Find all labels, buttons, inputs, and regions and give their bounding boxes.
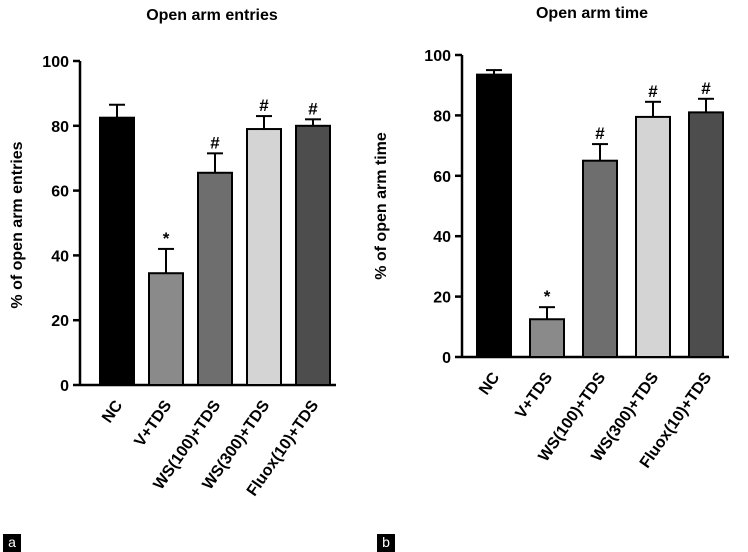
chart-title: Open arm time bbox=[536, 5, 648, 22]
x-category-label: V+TDS bbox=[132, 397, 176, 450]
x-category-label: V+TDS bbox=[513, 369, 557, 422]
bar-4 bbox=[246, 128, 282, 386]
bar-5 bbox=[295, 124, 331, 387]
x-category-label: NC bbox=[99, 397, 126, 426]
y-tick-label: 60 bbox=[51, 184, 69, 201]
bar-5 bbox=[688, 111, 724, 358]
chart-title: Open arm entries bbox=[146, 7, 278, 24]
y-tick-label: 20 bbox=[433, 290, 451, 307]
significance-marker: # bbox=[701, 79, 711, 98]
panel-label-a: a bbox=[3, 534, 21, 552]
y-axis-label: % of open arm entries bbox=[9, 141, 26, 308]
y-tick-label: 100 bbox=[424, 48, 451, 65]
significance-marker: # bbox=[648, 82, 658, 101]
y-tick-label: 0 bbox=[442, 350, 451, 367]
bar-2 bbox=[529, 318, 565, 358]
significance-marker: * bbox=[544, 287, 551, 306]
bar-3 bbox=[197, 171, 233, 386]
y-tick-label: 80 bbox=[433, 108, 451, 125]
y-tick-label: 80 bbox=[51, 119, 69, 136]
y-tick-label: 60 bbox=[433, 169, 451, 186]
bar-2 bbox=[148, 272, 184, 386]
bar-3 bbox=[582, 159, 618, 358]
y-axis-label: % of open arm time bbox=[373, 132, 390, 280]
chart-panel-b: Open arm time % of open arm time 0 20 40 60 80… bbox=[373, 5, 729, 471]
significance-marker: # bbox=[259, 96, 269, 115]
y-tick-label: 100 bbox=[42, 54, 69, 71]
panel-label-b: b bbox=[377, 534, 395, 552]
significance-marker: * bbox=[163, 229, 170, 248]
bar-4 bbox=[635, 115, 671, 358]
y-tick-label: 40 bbox=[51, 248, 69, 265]
chart-panel-a: Open arm entries % of open arm entries 0 20… bbox=[9, 7, 336, 499]
significance-marker: # bbox=[595, 124, 605, 143]
y-tick-label: 40 bbox=[433, 229, 451, 246]
significance-marker: # bbox=[308, 99, 318, 118]
significance-marker: # bbox=[210, 133, 220, 152]
y-tick-label: 20 bbox=[51, 313, 69, 330]
bar-1 bbox=[476, 73, 512, 358]
x-category-label: NC bbox=[476, 369, 503, 398]
bar-1 bbox=[99, 116, 135, 386]
y-tick-label: 0 bbox=[60, 378, 69, 395]
